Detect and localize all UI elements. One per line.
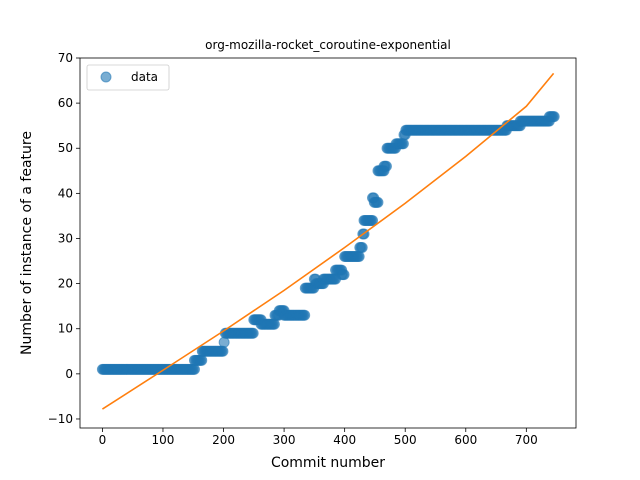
x-tick-label-700: 700: [515, 433, 538, 447]
x-tick-label-500: 500: [394, 433, 417, 447]
y-tick-label-10: 10: [58, 322, 73, 336]
x-tick-label-200: 200: [212, 433, 235, 447]
x-tick-label-100: 100: [152, 433, 175, 447]
x-axis-title: Commit number: [271, 455, 385, 471]
y-axis: −10 0 10 20 30 40 50 60 70: [48, 51, 80, 426]
legend-marker-data: [100, 71, 112, 83]
plot-frame: [79, 57, 577, 429]
y-tick-label-50: 50: [58, 141, 73, 155]
legend-box: [86, 64, 170, 91]
x-tick-label-400: 400: [333, 433, 356, 447]
data-point: [188, 363, 200, 375]
legend-label-data: data: [131, 70, 158, 84]
x-tick-label-600: 600: [454, 433, 477, 447]
y-tick-label-40: 40: [58, 186, 73, 200]
y-tick-label-60: 60: [58, 96, 73, 110]
y-tick-label-20: 20: [58, 277, 73, 291]
data-point: [299, 309, 311, 321]
data-point: [353, 251, 365, 263]
chart-title: org-mozilla-rocket_coroutine-exponential: [205, 38, 451, 52]
data-point: [217, 345, 229, 357]
x-tick-label-300: 300: [273, 433, 296, 447]
x-axis: 0 100 200 300 400 500 600 700: [99, 428, 538, 447]
data-point: [380, 160, 392, 172]
data-point: [397, 138, 409, 150]
data-point: [372, 196, 384, 208]
data-point: [196, 354, 208, 366]
y-tick-label-70: 70: [58, 51, 73, 65]
data-point: [356, 242, 368, 254]
fit-line: [101, 72, 555, 410]
data-point: [338, 269, 350, 281]
data-point: [367, 214, 379, 226]
data-point: [247, 327, 259, 339]
data-point: [218, 336, 230, 348]
y-axis-title: Number of instance of a feature: [19, 131, 35, 355]
data-point: [548, 111, 560, 123]
y-tick-label-30: 30: [58, 231, 73, 245]
fit-layer: [101, 72, 555, 410]
legend: data: [86, 64, 170, 91]
data-point: [268, 318, 280, 330]
y-tick-label--10: −10: [48, 412, 73, 426]
y-tick-label-0: 0: [65, 367, 73, 381]
x-tick-label-0: 0: [99, 433, 107, 447]
